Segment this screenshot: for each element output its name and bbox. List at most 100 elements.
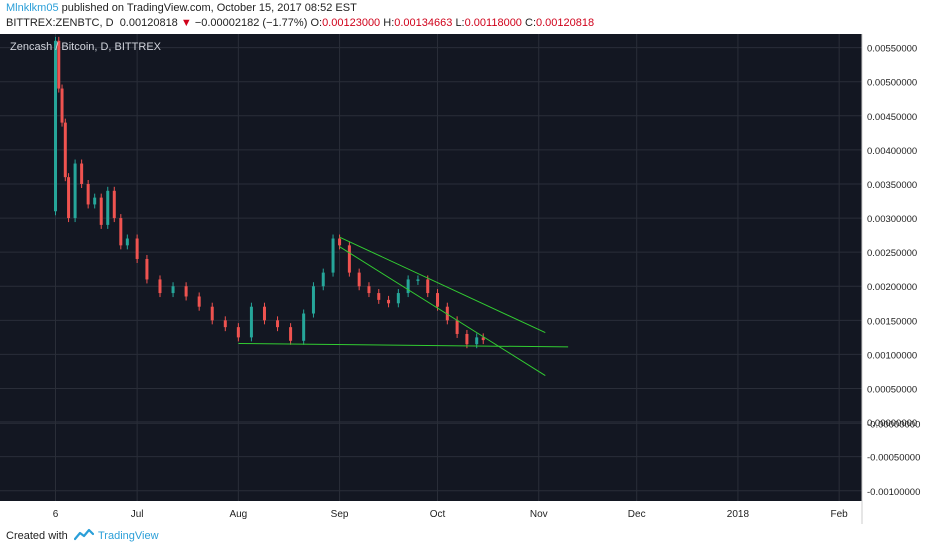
time-tick-label: 2018 — [727, 509, 750, 520]
symbol-label: BITTREX:ZENBTC, D — [6, 17, 114, 29]
candle — [249, 306, 253, 338]
price-tick-label: -0.00000000 — [867, 419, 920, 430]
close-value: 0.00120818 — [536, 17, 595, 29]
candle — [197, 296, 201, 307]
candle — [93, 197, 97, 205]
candle — [311, 286, 315, 314]
candle — [99, 197, 103, 225]
candle — [416, 279, 420, 281]
candle — [80, 163, 84, 184]
price-axis[interactable] — [862, 34, 932, 524]
candle — [276, 320, 280, 328]
price-tick-label: 0.00500000 — [867, 78, 917, 89]
candle — [262, 306, 266, 321]
time-tick-label: Jul — [131, 509, 144, 520]
trendline — [238, 343, 569, 348]
candle — [367, 286, 371, 294]
publish-info: Mlnklkm05 published on TradingView.com, … — [6, 2, 357, 14]
candle — [223, 320, 227, 328]
candle — [210, 306, 214, 321]
candle — [436, 293, 440, 307]
ohlc-legend: BITTREX:ZENBTC, D 0.00120818 ▼ −0.000021… — [6, 17, 594, 29]
plot-background — [0, 34, 862, 501]
candle — [158, 279, 162, 294]
open-label: O: — [310, 17, 323, 29]
time-tick-label: Dec — [628, 509, 646, 520]
price-tick-label: 0.00150000 — [867, 316, 917, 327]
change-value: −0.00002182 (−1.77%) — [194, 17, 308, 29]
created-with-text: Created with — [6, 530, 68, 542]
chart-header: Mlnklkm05 published on TradingView.com, … — [0, 0, 932, 34]
candle — [377, 293, 381, 300]
time-axis-labels: 6 Jul Aug Sep Oct Nov Dec 2018 Feb — [53, 509, 848, 520]
candle — [426, 279, 430, 294]
candle — [321, 272, 325, 287]
chart-title: Zencash / Bitcoin, D, BITTREX — [10, 41, 162, 53]
price-tick-label: 0.00300000 — [867, 214, 917, 225]
candle — [119, 218, 123, 246]
candle — [145, 258, 149, 280]
last-price: 0.00120818 — [119, 17, 178, 29]
footer: Created with TradingView — [0, 524, 932, 550]
candle — [63, 122, 67, 178]
trendline — [339, 246, 546, 376]
candle — [357, 272, 361, 287]
candle — [67, 177, 71, 219]
price-tick-label: 0.00050000 — [867, 385, 917, 396]
candle — [289, 327, 293, 341]
candle — [135, 238, 139, 259]
candle — [455, 320, 459, 334]
grid — [0, 34, 863, 524]
candle — [347, 245, 351, 273]
time-tick-label: Feb — [831, 509, 849, 520]
open-value: 0.00123000 — [322, 17, 381, 29]
candle — [86, 183, 90, 205]
candle — [475, 337, 479, 345]
candle — [112, 190, 116, 219]
price-tick-label: -0.00100000 — [867, 487, 920, 498]
candle — [331, 238, 335, 273]
tradingview-brand-link[interactable]: TradingView — [98, 530, 159, 542]
candle — [57, 40, 61, 89]
candle — [396, 293, 400, 304]
trendlines — [238, 236, 569, 376]
candle — [106, 190, 110, 225]
published-text: published on TradingView.com, October 15… — [58, 2, 357, 14]
candle — [184, 286, 188, 297]
time-tick-label: Oct — [430, 509, 446, 520]
price-tick-label: 0.00450000 — [867, 112, 917, 123]
chart-area[interactable]: 0.00550000 0.00500000 0.00450000 0.00400000… — [0, 34, 932, 524]
price-tick-label: 0.00000000 — [867, 418, 917, 429]
low-label: L: — [455, 17, 465, 29]
price-tick-label: 0.00400000 — [867, 146, 917, 157]
time-axis[interactable] — [0, 501, 862, 524]
time-tick-label: Aug — [229, 509, 247, 520]
price-tick-label: 0.00350000 — [867, 180, 917, 191]
candle — [387, 299, 391, 304]
candle — [54, 40, 58, 212]
high-label: H: — [383, 17, 395, 29]
author-link[interactable]: Mlnklkm05 — [6, 2, 59, 14]
price-tick-label: 0.00250000 — [867, 248, 917, 259]
candle — [481, 337, 485, 341]
candle — [406, 279, 410, 294]
change-down-icon: ▼ — [180, 17, 192, 29]
price-chart[interactable]: 0.00550000 0.00500000 0.00450000 0.00400000… — [0, 34, 932, 524]
candle — [236, 327, 240, 338]
high-value: 0.00134663 — [394, 17, 453, 29]
price-tick-label: -0.00050000 — [867, 453, 920, 464]
time-tick-label: 6 — [53, 509, 59, 520]
candle — [445, 306, 449, 321]
price-series — [54, 36, 485, 349]
price-tick-label: 0.00100000 — [867, 350, 917, 361]
candle — [338, 238, 342, 246]
candle — [171, 286, 175, 294]
close-label: C: — [525, 17, 536, 29]
tradingview-logo-icon[interactable] — [74, 528, 94, 542]
candle — [73, 163, 77, 219]
price-tick-label: 0.00550000 — [867, 44, 917, 55]
price-axis-labels: 0.00550000 0.00500000 0.00450000 0.00400000… — [867, 44, 920, 498]
candle — [60, 88, 64, 123]
low-value: 0.00118000 — [464, 17, 522, 29]
candle — [465, 333, 469, 345]
